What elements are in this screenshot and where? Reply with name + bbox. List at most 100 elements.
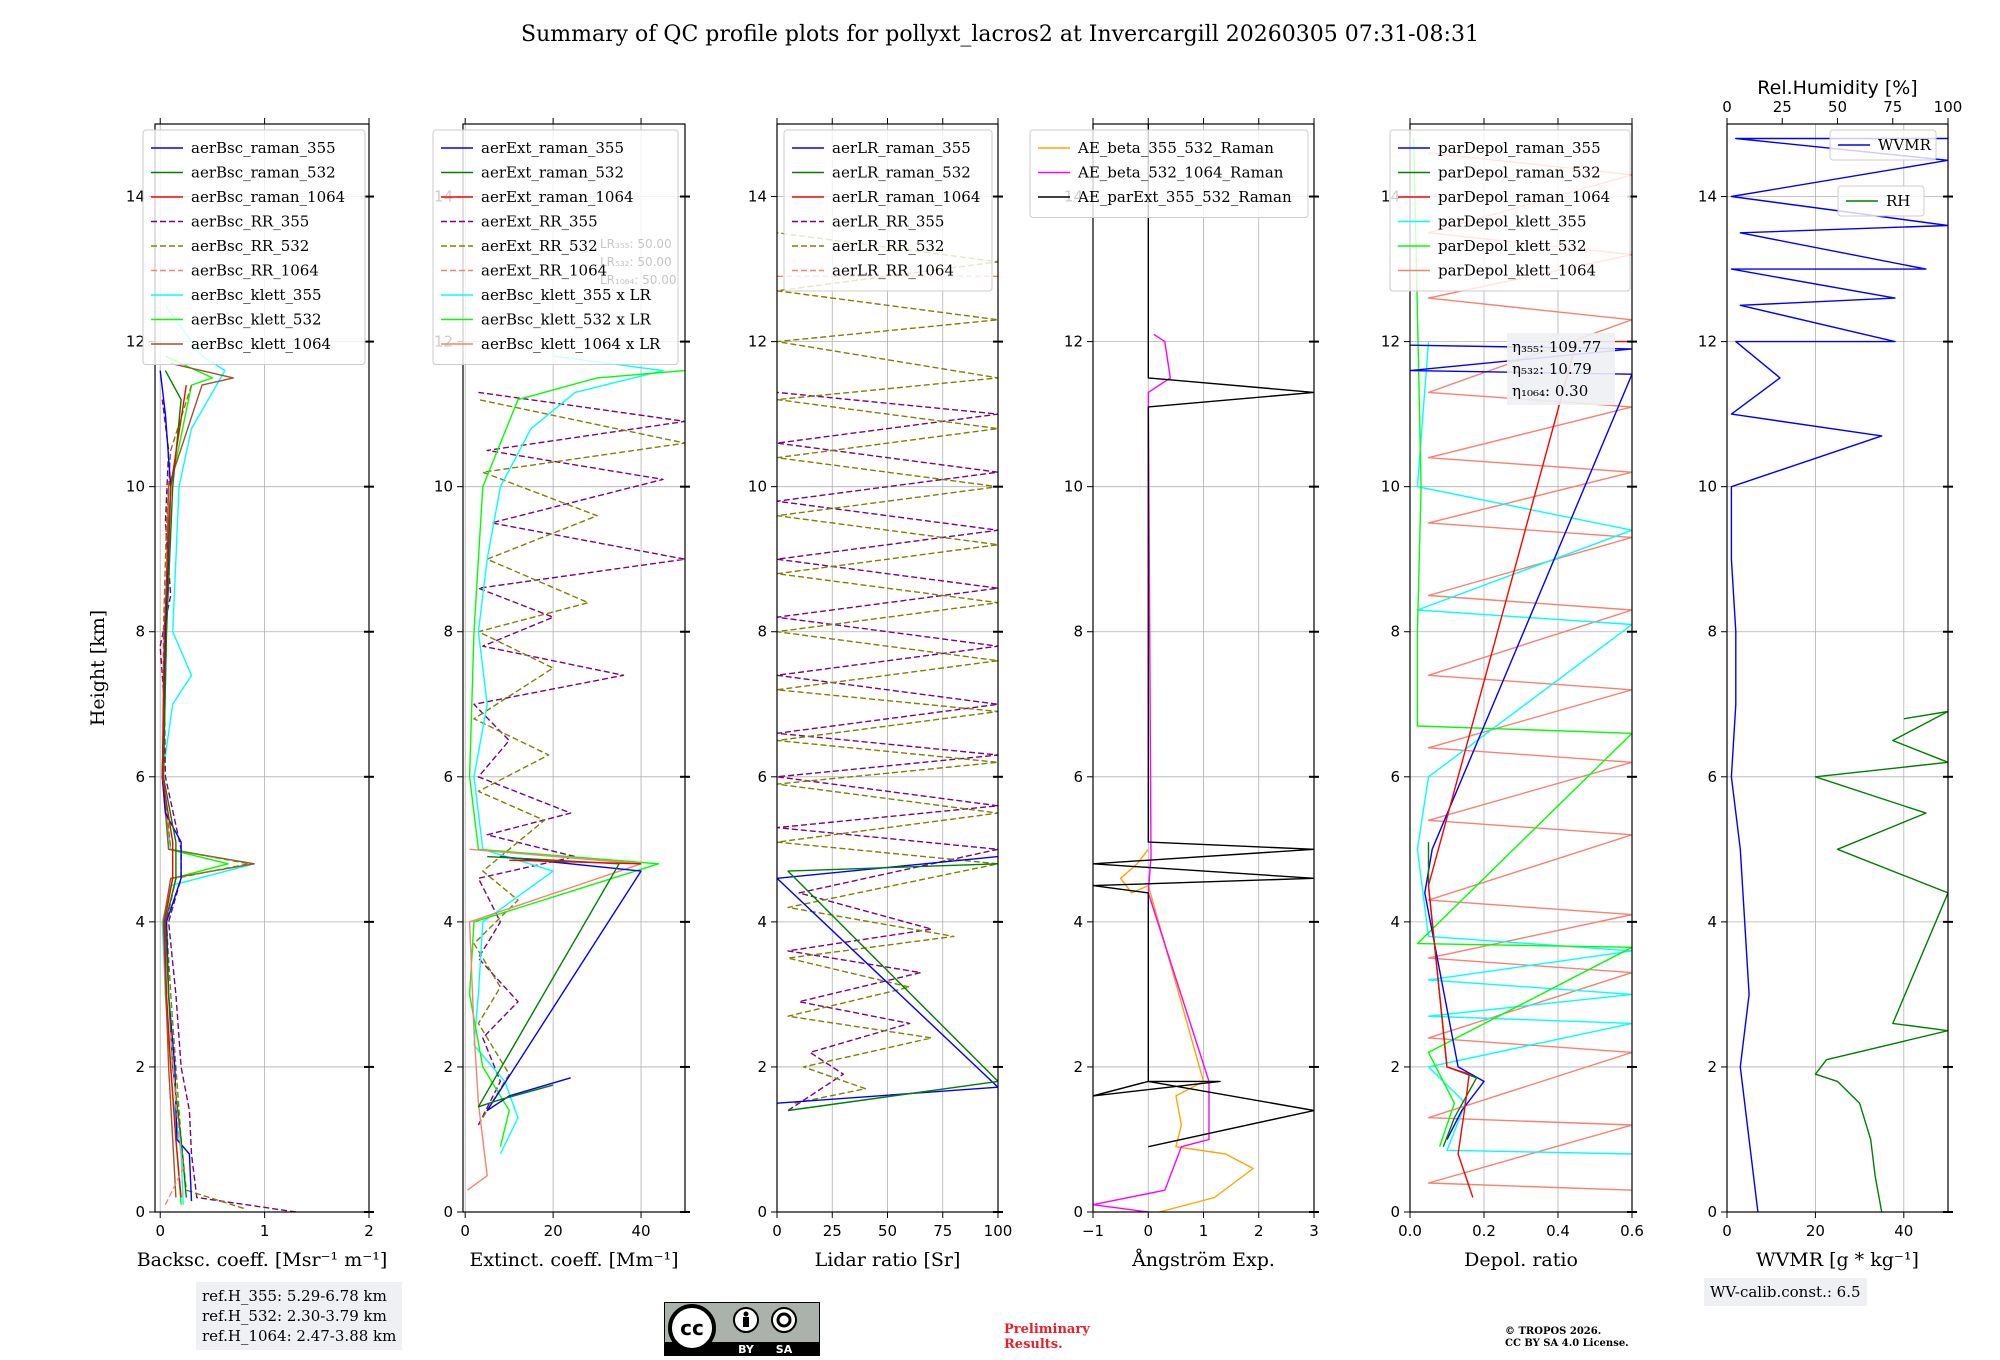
x-tick-label: 3	[1309, 1222, 1319, 1240]
sa-label: SA	[776, 1343, 793, 1356]
legend-label: aerExt_raman_1064	[481, 188, 634, 206]
x-tick-label: 1	[260, 1222, 270, 1240]
lr-label: LR₃₅₅: 50.00	[600, 237, 672, 251]
legend-box	[1029, 129, 1309, 218]
series-line-ae-parext-355-532-raman	[1093, 124, 1314, 1148]
y-tick-label: 6	[1390, 768, 1400, 786]
eta-annotation: η₃₅₅: 109.77 η₅₃₂: 10.79 η₁₀₆₄: 0.30	[1507, 333, 1615, 405]
series-line-aerbsc-rr-532	[162, 384, 250, 1210]
panel-ext: 0204002468101214Extinct. coeff. [Mm⁻¹]ae…	[432, 118, 690, 1271]
top-x-tick-label: 100	[1934, 98, 1963, 116]
y-tick-label: 6	[1073, 768, 1083, 786]
series-line-aerlr-rr-355	[777, 391, 998, 1112]
legend-label: aerExt_RR_532	[481, 237, 598, 255]
ref-height-1064: ref.H_1064: 2.47-3.88 km	[202, 1327, 397, 1345]
eta-box	[1507, 333, 1615, 405]
y-tick-label: 2	[757, 1058, 767, 1076]
panel-depol: 0.00.20.40.602468101214Depol. ratioparDe…	[1381, 118, 1644, 1271]
eta-label: η₁₀₆₄: 0.30	[1512, 382, 1588, 400]
legend-label: aerLR_RR_532	[832, 237, 944, 255]
legend-box	[783, 129, 993, 292]
panel-ae: −1012302468101214Ångström Exp.AE_beta_35…	[1029, 118, 1319, 1271]
legend-label: parDepol_raman_355	[1438, 139, 1601, 157]
x-axis-label: Lidar ratio [Sr]	[815, 1249, 961, 1271]
y-tick-label: 10	[126, 478, 145, 496]
series-line-aerext-raman-355	[486, 855, 642, 1112]
top-x-tick-label: 25	[1773, 98, 1792, 116]
y-tick-label: 12	[1064, 333, 1083, 351]
legend-label: aerExt_raman_355	[481, 139, 624, 157]
x-tick-label: 75	[933, 1222, 952, 1240]
legend-label: aerLR_raman_1064	[832, 188, 980, 206]
legend-label: WVMR	[1878, 136, 1932, 154]
x-axis-label: Backsc. coeff. [Msr⁻¹ m⁻¹]	[137, 1249, 388, 1271]
series-line-aerext-rr-532	[473, 398, 685, 1119]
copyright-line1: © TROPOS 2026.	[1505, 1326, 1602, 1337]
legend-label: aerBsc_klett_532	[191, 311, 322, 329]
y-tick-label: 10	[1698, 478, 1717, 496]
legend-wvmr: WVMR	[1829, 129, 1937, 161]
x-tick-label: −1	[1082, 1222, 1104, 1240]
y-tick-label: 12	[1381, 333, 1400, 351]
legend-label: aerBsc_raman_532	[191, 164, 336, 182]
x-axis-ae: −1 0 1 2 3	[1082, 118, 1319, 1240]
y-tick-label: 6	[1707, 768, 1717, 786]
copyright-line2: CC BY SA 4.0 License.	[1505, 1338, 1629, 1349]
series-line-aerbsc-raman-1064	[161, 384, 187, 1198]
legend-box	[1837, 185, 1925, 217]
x-tick-label: 0.0	[1398, 1222, 1422, 1240]
copyright-note: © TROPOS 2026. CC BY SA 4.0 License.	[1505, 1326, 1629, 1350]
cc-circle-icon	[668, 1304, 716, 1352]
y-tick-label: 4	[1707, 913, 1717, 931]
x-tick-label: 100	[984, 1222, 1013, 1240]
legend-label: aerBsc_raman_1064	[191, 188, 345, 206]
series-line-aerbsc-rr-1064	[164, 1030, 184, 1206]
x-tick-label: 20	[544, 1222, 563, 1240]
x-axis-wv: 0 20 40	[1722, 1212, 1913, 1240]
y-tick-label: 6	[135, 768, 145, 786]
y-tick-label: 2	[1390, 1058, 1400, 1076]
panel-lr: 0 25 50 75 100 0 2 4 6 8 10 12 14 Lidar ratio [Sr] aer…	[748, 118, 1012, 1271]
x-tick-label: 1	[1199, 1222, 1209, 1240]
series-line-aerbsc-klett-1064	[161, 362, 255, 1198]
legend-box	[1389, 129, 1631, 292]
legend-label: aerLR_raman_355	[832, 139, 971, 157]
y-tick-label: 14	[1698, 188, 1717, 206]
series-ae	[1093, 124, 1314, 1212]
series-line-ae-beta-355-532-raman	[1119, 848, 1254, 1212]
x-tick-label: 25	[823, 1222, 842, 1240]
legend-box	[432, 129, 679, 365]
legend-label: AE_parExt_355_532_Raman	[1077, 188, 1292, 206]
panel-wv: 0 20 40 0 2 4 6 8 10 12 14 WVMR [g * kg⁻¹] 0 25 50 75 10…	[1698, 77, 1962, 1271]
y-tick-label: 8	[443, 623, 453, 641]
preliminary-results-note: Preliminary Results.	[1004, 1322, 1090, 1352]
figure-title: Summary of QC profile plots for pollyxt_…	[521, 22, 1479, 47]
legend-label: aerBsc_RR_1064	[191, 262, 319, 280]
y-tick-label: 2	[1073, 1058, 1083, 1076]
legend-label: aerLR_RR_355	[832, 213, 944, 231]
eta-label: η₅₃₂: 10.79	[1512, 360, 1592, 378]
y-tick-label: 4	[443, 913, 453, 931]
series-depol	[1410, 138, 1632, 1198]
legend-label: aerBsc_klett_532 x LR	[481, 311, 652, 329]
legend-label: aerBsc_raman_355	[191, 139, 336, 157]
y-tick-label: 0	[443, 1203, 453, 1221]
y-tick-label: 14	[126, 188, 145, 206]
x-tick-label: 40	[1894, 1222, 1913, 1240]
legend-ae: AE_beta_355_532_Raman AE_beta_532_1064_Ra…	[1029, 129, 1309, 218]
x-tick-label: 0	[1143, 1222, 1153, 1240]
y-tick-label: 2	[1707, 1058, 1717, 1076]
legend-label: AE_beta_532_1064_Raman	[1077, 164, 1284, 182]
legend-label: parDepol_klett_1064	[1438, 262, 1596, 280]
y-tick-label: 4	[1390, 913, 1400, 931]
x-tick-label: 0	[1722, 1222, 1732, 1240]
top-x-tick-label: 50	[1828, 98, 1847, 116]
legend-label: RH	[1886, 192, 1910, 210]
y-axis-lr: 0 2 4 6 8 10 12 14	[748, 188, 1003, 1221]
x-tick-label: 40	[631, 1222, 650, 1240]
cc-text: cc	[680, 1316, 704, 1340]
preliminary-line2: Results.	[1004, 1337, 1063, 1352]
legend-label: aerExt_RR_1064	[481, 262, 607, 280]
by-label: BY	[738, 1343, 755, 1356]
y-tick-label: 8	[1390, 623, 1400, 641]
